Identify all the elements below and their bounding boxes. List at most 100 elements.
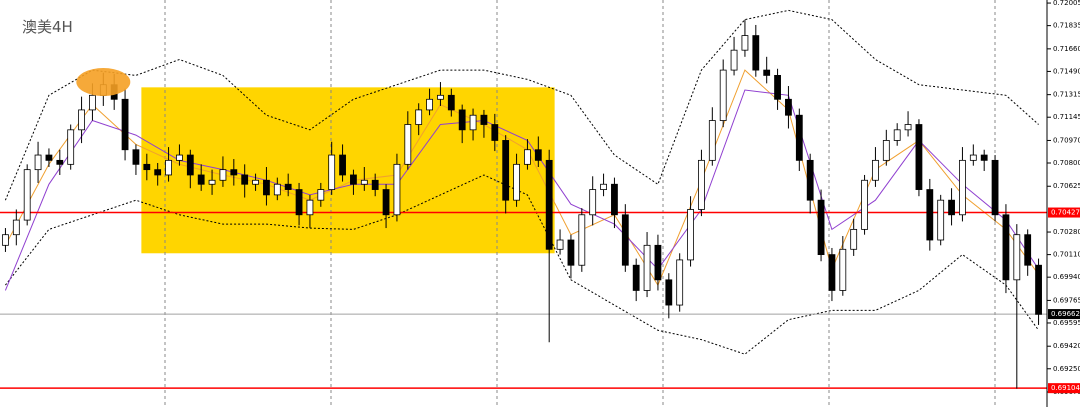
candle-body xyxy=(741,35,749,51)
candle-body xyxy=(306,199,314,216)
candle-body xyxy=(458,109,466,131)
candle-body xyxy=(926,189,934,241)
candle-body xyxy=(176,154,183,161)
candle-body xyxy=(208,179,216,185)
candle-body xyxy=(719,69,727,121)
candle-body xyxy=(230,169,238,176)
candle-body xyxy=(132,149,140,165)
y-tick-label: 0.69940 xyxy=(1053,273,1080,281)
candle-body xyxy=(252,179,259,185)
price-label: 0.69662 xyxy=(1051,310,1080,318)
price-label-bg xyxy=(1048,383,1080,394)
candle-body xyxy=(480,114,488,125)
candle-body xyxy=(143,163,151,171)
y-tick-label: 0.69250 xyxy=(1053,365,1080,373)
candle-body xyxy=(937,199,945,241)
candle-body xyxy=(426,98,433,111)
candle-body xyxy=(687,209,694,261)
y-tick-label: 0.70970 xyxy=(1053,136,1080,144)
candle-body xyxy=(2,234,9,246)
candle-body xyxy=(447,94,455,111)
price-label: 0.70427 xyxy=(1051,209,1080,217)
candle-body xyxy=(273,183,281,196)
candle-body xyxy=(556,239,564,250)
chart-title: 澳美4H xyxy=(22,18,73,36)
y-tick-label: 0.69420 xyxy=(1053,342,1080,350)
candle-body xyxy=(632,264,640,291)
price-label-bg xyxy=(1048,207,1080,218)
candle-body xyxy=(980,154,988,161)
candle-body xyxy=(578,214,586,266)
candle-body xyxy=(621,214,629,266)
candle-body xyxy=(491,124,499,141)
y-tick-label: 0.69595 xyxy=(1053,319,1080,327)
candle-body xyxy=(861,179,868,230)
indicator-line xyxy=(5,174,1040,355)
candle-body xyxy=(350,174,357,185)
candle-body xyxy=(197,174,205,185)
candle-body xyxy=(415,109,423,125)
candle-body xyxy=(991,159,999,216)
y-tick-label: 0.71835 xyxy=(1053,22,1080,30)
candle-body xyxy=(1024,234,1032,266)
candle-body xyxy=(806,159,814,201)
candle-body xyxy=(643,244,651,291)
price-label-bg xyxy=(1048,309,1080,320)
candle-body xyxy=(382,189,390,216)
candle-body xyxy=(1013,234,1021,281)
candle-body xyxy=(371,179,379,190)
candle-body xyxy=(785,98,792,116)
y-tick-label: 0.71315 xyxy=(1053,91,1080,99)
candle-body xyxy=(121,98,129,151)
candle-body xyxy=(850,228,858,250)
y-tick-label: 0.70625 xyxy=(1053,182,1080,190)
candle-body xyxy=(469,114,477,131)
candle-body xyxy=(676,259,684,306)
vertical-grid xyxy=(164,0,996,407)
candle-body xyxy=(752,35,760,71)
y-tick-label: 0.70110 xyxy=(1053,251,1080,259)
y-tick-label: 0.72005 xyxy=(1053,0,1080,7)
indicator-line xyxy=(4,9,1039,201)
candle-body xyxy=(284,183,292,190)
y-tick-label: 0.71490 xyxy=(1053,67,1080,75)
candle-body xyxy=(589,189,597,216)
candle-body xyxy=(828,254,836,291)
candle-body xyxy=(893,129,901,141)
candle-body xyxy=(317,189,325,201)
candle-body xyxy=(698,159,705,210)
candle-body xyxy=(78,109,85,131)
candle-body xyxy=(534,149,542,161)
candle-body xyxy=(186,154,194,176)
candle-body xyxy=(56,159,64,165)
candle-body xyxy=(23,169,31,221)
plot xyxy=(0,9,1047,389)
candle-body xyxy=(513,163,520,201)
candle-body xyxy=(959,159,966,216)
y-tick-label: 0.70280 xyxy=(1053,228,1080,236)
y-tick-label: 0.69765 xyxy=(1053,296,1080,304)
y-tick-label: 0.70800 xyxy=(1053,159,1080,167)
candle-body xyxy=(600,183,607,190)
candle-body xyxy=(67,129,75,165)
candle-body xyxy=(567,239,575,266)
candle-body xyxy=(34,154,42,171)
candle-body xyxy=(545,159,553,250)
candle-body xyxy=(969,154,977,161)
candle-body xyxy=(328,154,336,190)
candle-body xyxy=(1035,264,1042,315)
price-label: 0.69104 xyxy=(1051,384,1080,392)
candle-body xyxy=(524,149,531,165)
candle-body xyxy=(882,140,890,161)
candle-body xyxy=(708,120,716,161)
candle-body xyxy=(263,179,270,196)
candle-body xyxy=(730,49,738,71)
candle-body xyxy=(817,199,825,256)
candle-body xyxy=(295,189,303,216)
candle-body xyxy=(872,159,879,181)
candle-body xyxy=(665,279,673,306)
candle-body xyxy=(404,124,412,165)
candle-body xyxy=(45,154,53,161)
candle-body xyxy=(241,174,249,185)
